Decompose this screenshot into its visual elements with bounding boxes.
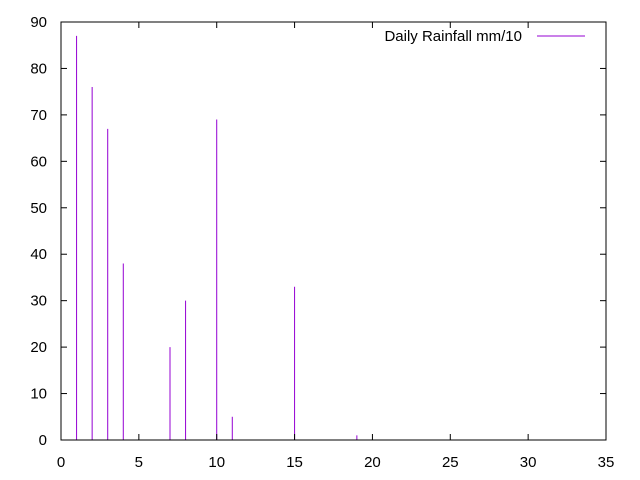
x-tick-label: 20 (364, 454, 381, 471)
axis-tick-labels: 0 5 10 15 20 25 30 35 0 10 20 30 40 50 60 70 80 90 (30, 14, 614, 471)
legend-label: Daily Rainfall mm/10 (384, 28, 522, 45)
x-tick-label: 10 (208, 454, 225, 471)
y-tick-label: 30 (30, 293, 47, 310)
y-tick-label: 20 (30, 339, 47, 356)
y-tick-label: 80 (30, 60, 47, 77)
y-tick-label: 90 (30, 14, 47, 31)
impulse-series (76, 35, 358, 440)
y-tick-label: 70 (30, 107, 47, 124)
x-tick-label: 30 (520, 454, 537, 471)
y-tick-label: 0 (39, 432, 47, 449)
x-tick-label: 0 (57, 454, 65, 471)
x-tick-label: 15 (286, 454, 303, 471)
x-tick-label: 5 (135, 454, 143, 471)
y-tick-label: 10 (30, 386, 47, 403)
x-tick-label: 35 (598, 454, 615, 471)
y-tick-label: 40 (30, 246, 47, 263)
y-tick-label: 60 (30, 153, 47, 170)
x-tick-label: 25 (442, 454, 459, 471)
legend: Daily Rainfall mm/10 (384, 28, 585, 45)
y-tick-label: 50 (30, 200, 47, 217)
plot-frame (60, 21, 607, 441)
